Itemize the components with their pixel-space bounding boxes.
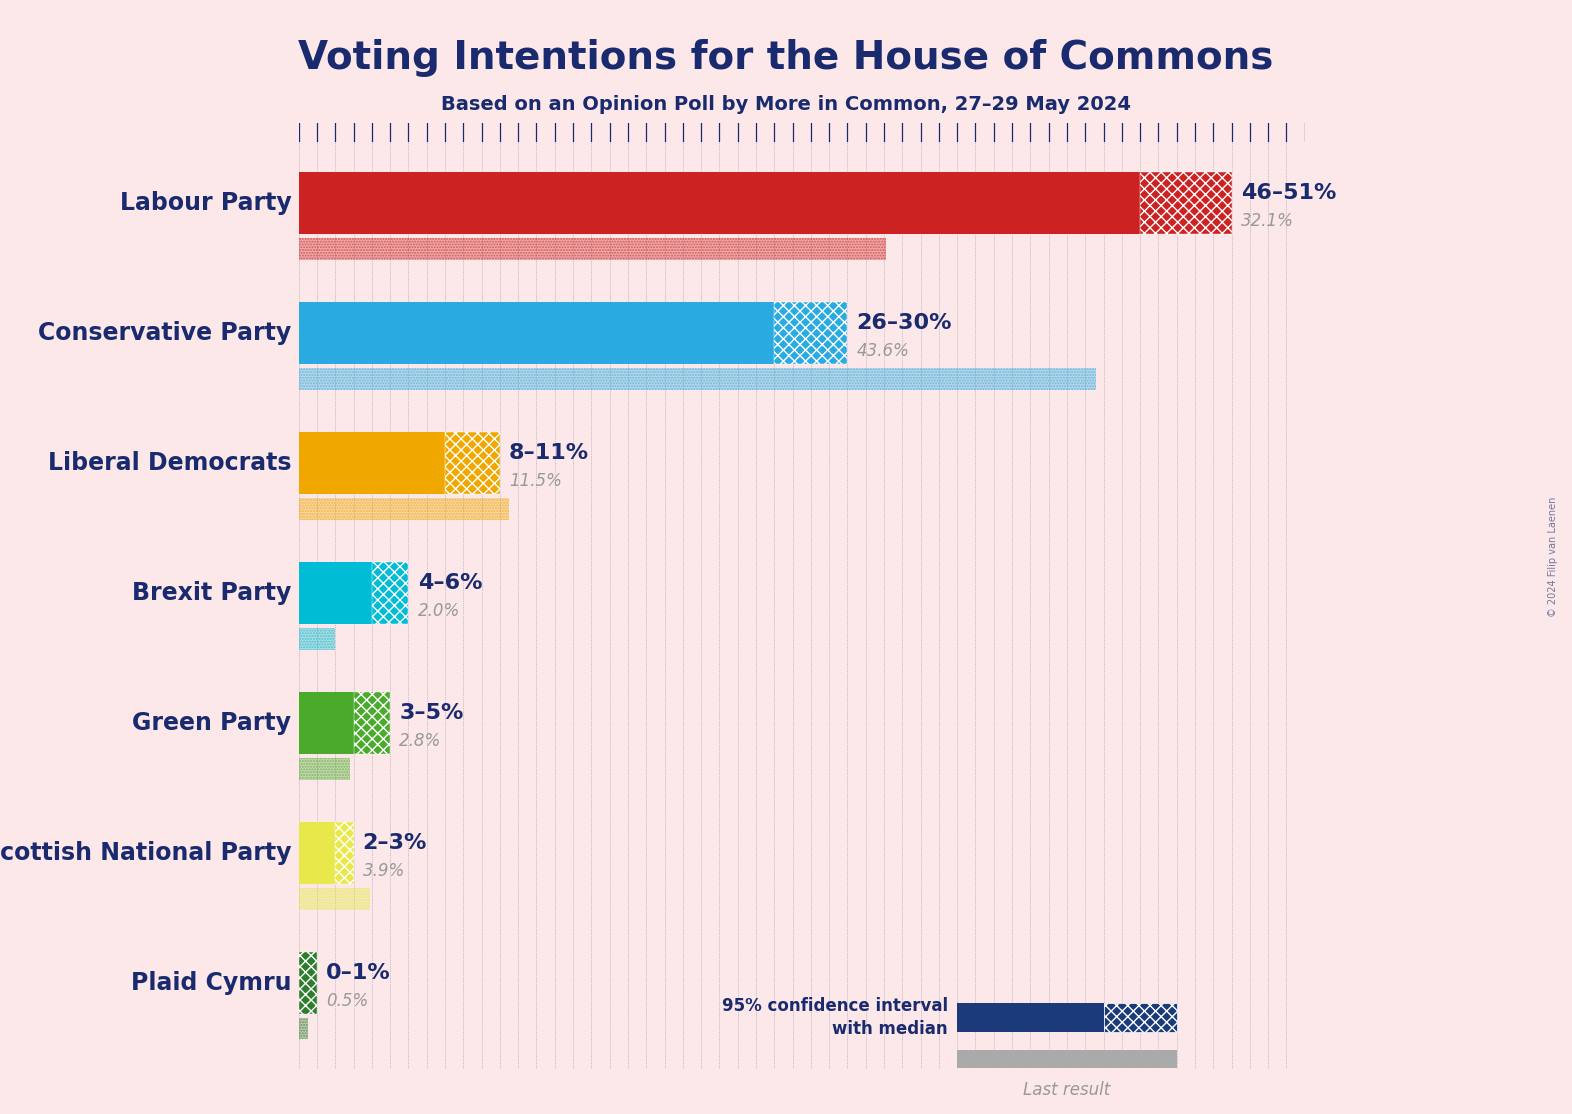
Text: 46–51%: 46–51%	[1240, 184, 1336, 204]
Bar	[299, 369, 1096, 390]
Text: 3–5%: 3–5%	[399, 703, 464, 723]
Bar	[299, 628, 335, 649]
Text: 2.0%: 2.0%	[418, 602, 461, 620]
Bar	[299, 173, 1140, 234]
Text: 4–6%: 4–6%	[418, 573, 483, 593]
Bar	[299, 238, 887, 261]
Bar	[299, 758, 351, 780]
Bar	[299, 888, 369, 910]
Text: Conservative Party: Conservative Party	[38, 321, 291, 345]
Text: 0–1%: 0–1%	[325, 962, 391, 983]
Text: 8–11%: 8–11%	[509, 443, 590, 463]
Bar	[373, 563, 409, 624]
Text: 3.9%: 3.9%	[363, 861, 406, 880]
Bar	[445, 432, 500, 495]
Bar	[957, 1003, 1104, 1033]
Text: 43.6%: 43.6%	[857, 342, 910, 360]
Bar	[1140, 173, 1231, 234]
Text: 32.1%: 32.1%	[1240, 213, 1294, 231]
Text: 26–30%: 26–30%	[857, 313, 953, 333]
Bar	[299, 822, 335, 883]
Text: 11.5%: 11.5%	[509, 472, 561, 490]
Bar	[335, 822, 354, 883]
Bar	[1104, 1003, 1177, 1033]
Text: Last result: Last result	[1023, 1082, 1110, 1100]
Text: 95% confidence interval
with median: 95% confidence interval with median	[722, 997, 948, 1038]
Text: 0.5%: 0.5%	[325, 991, 368, 1009]
Bar	[299, 432, 445, 495]
Bar	[299, 369, 1096, 390]
Bar	[299, 498, 509, 520]
Bar	[299, 758, 351, 780]
Bar	[299, 951, 318, 1014]
Text: Brexit Party: Brexit Party	[132, 582, 291, 605]
Text: Scottish National Party: Scottish National Party	[0, 841, 291, 864]
Bar	[299, 692, 354, 754]
Bar	[299, 628, 335, 649]
Bar	[299, 563, 373, 624]
Bar	[354, 692, 390, 754]
Text: Voting Intentions for the House of Commons: Voting Intentions for the House of Commo…	[299, 39, 1273, 77]
Bar	[775, 302, 847, 364]
Text: © 2024 Filip van Laenen: © 2024 Filip van Laenen	[1548, 497, 1558, 617]
Bar	[299, 302, 775, 364]
Bar	[957, 1051, 1177, 1068]
Bar	[299, 498, 509, 520]
Text: Liberal Democrats: Liberal Democrats	[47, 451, 291, 476]
Text: Plaid Cymru: Plaid Cymru	[130, 970, 291, 995]
Bar	[299, 238, 887, 261]
Text: 2–3%: 2–3%	[363, 832, 428, 852]
Text: Green Party: Green Party	[132, 711, 291, 735]
Text: Labour Party: Labour Party	[119, 192, 291, 215]
Text: 2.8%: 2.8%	[399, 732, 442, 750]
Bar	[299, 1017, 308, 1039]
Bar	[299, 888, 369, 910]
Bar	[299, 1017, 308, 1039]
Text: Based on an Opinion Poll by More in Common, 27–29 May 2024: Based on an Opinion Poll by More in Comm…	[442, 95, 1130, 114]
